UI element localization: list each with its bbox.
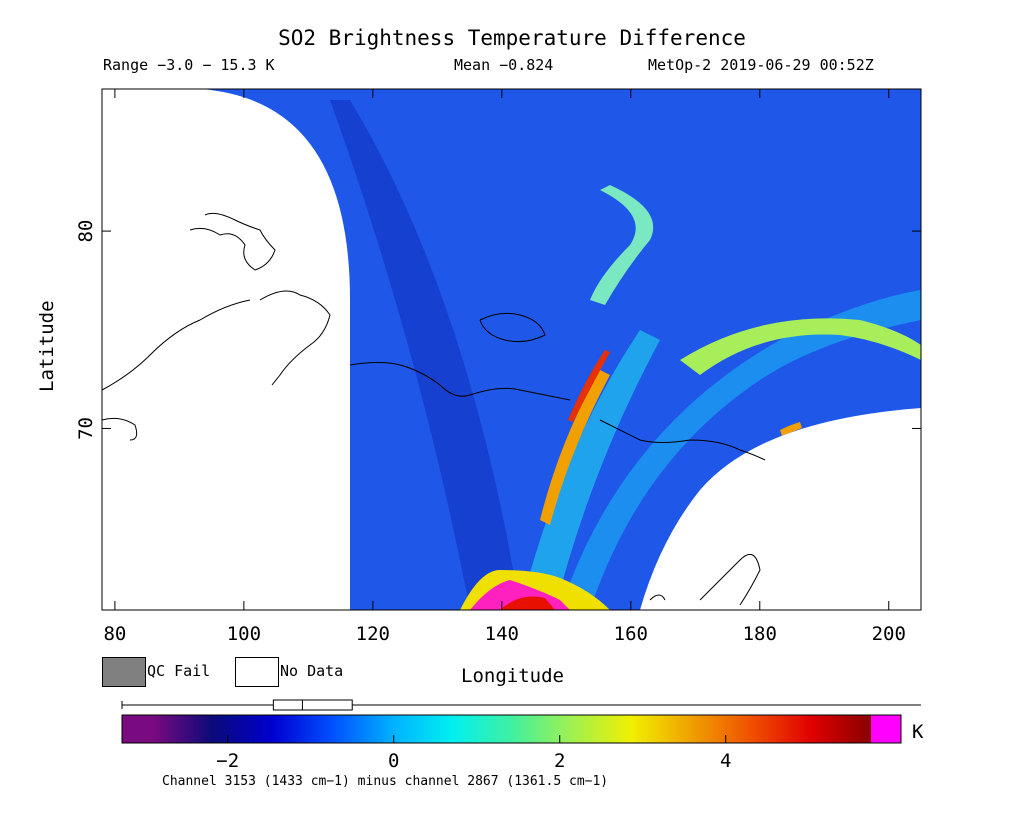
x-tick-label: 180 xyxy=(743,623,777,645)
low-value-band xyxy=(330,100,520,610)
colorbar-ticks: −2 0 2 4 xyxy=(216,735,731,772)
no-data-label: No Data xyxy=(280,662,344,680)
satellite-time-label: MetOp-2 2019-06-29 00:52Z xyxy=(648,56,874,74)
coast-small xyxy=(102,417,138,441)
no-data-southeast xyxy=(640,408,921,610)
plume-arc-north xyxy=(590,185,654,305)
qc-fail-swatch xyxy=(102,657,146,687)
plume-spot-orange xyxy=(780,422,802,436)
mean-label: Mean −0.824 xyxy=(454,56,554,74)
x-tick-label: 140 xyxy=(485,623,519,645)
x-axis-ticks: 80 100 120 140 160 180 200 xyxy=(103,89,906,645)
plot-border xyxy=(101,88,922,611)
plume-streak-orange xyxy=(540,370,610,525)
colorbar-tick-label: 0 xyxy=(388,750,399,772)
colorbar: −2 0 2 4 xyxy=(121,699,921,772)
x-tick-label: 120 xyxy=(356,623,390,645)
plume-outer xyxy=(560,290,921,610)
coast-severnaya xyxy=(189,212,276,271)
y-axis-label: Latitude xyxy=(36,300,58,392)
coast-siberia-west xyxy=(102,299,251,391)
x-tick-label: 160 xyxy=(614,623,648,645)
coastlines xyxy=(102,212,766,606)
colorbar-tick-label: −2 xyxy=(216,750,239,772)
colorbar-tick-label: 2 xyxy=(554,750,565,772)
chart-title: SO2 Brightness Temperature Difference xyxy=(278,26,746,50)
plume-arc-east xyxy=(680,318,921,375)
colorbar-over-swatch xyxy=(871,715,901,743)
no-data-west xyxy=(102,89,350,610)
x-tick-label: 100 xyxy=(227,623,261,645)
map-plot-area xyxy=(102,89,921,610)
plume-core-red xyxy=(500,596,555,610)
x-axis-label: Longitude xyxy=(461,665,564,687)
colorbar-border xyxy=(121,714,902,744)
coast-laptev xyxy=(349,362,571,401)
coast-new-siberian xyxy=(479,312,546,343)
no-data-swatch xyxy=(235,657,279,687)
colorbar-tick-label: 4 xyxy=(720,750,731,772)
colorbar-unit-label: K xyxy=(912,721,924,743)
coast-taymyr xyxy=(259,290,331,386)
range-label: Range −3.0 − 15.3 K xyxy=(103,56,275,74)
y-tick-label: 70 xyxy=(75,417,97,440)
colorbar-under-swatch xyxy=(122,715,153,743)
plume-streak-red xyxy=(568,350,610,422)
coast-small-2 xyxy=(649,594,666,601)
x-tick-label: 200 xyxy=(872,623,906,645)
distribution-boxplot xyxy=(121,699,921,711)
colorbar-gradient-bar xyxy=(153,715,871,743)
plume-cyan xyxy=(520,330,660,610)
boxplot-box xyxy=(272,699,353,711)
coast-kamchatka xyxy=(699,553,761,606)
qc-fail-label: QC Fail xyxy=(147,662,211,680)
y-axis-ticks: 70 80 xyxy=(75,220,921,440)
x-tick-label: 80 xyxy=(103,623,126,645)
y-tick-label: 80 xyxy=(75,220,97,243)
coast-east-siberian xyxy=(599,419,766,461)
footnote: Channel 3153 (1433 cm−1) minus channel 2… xyxy=(162,774,609,789)
